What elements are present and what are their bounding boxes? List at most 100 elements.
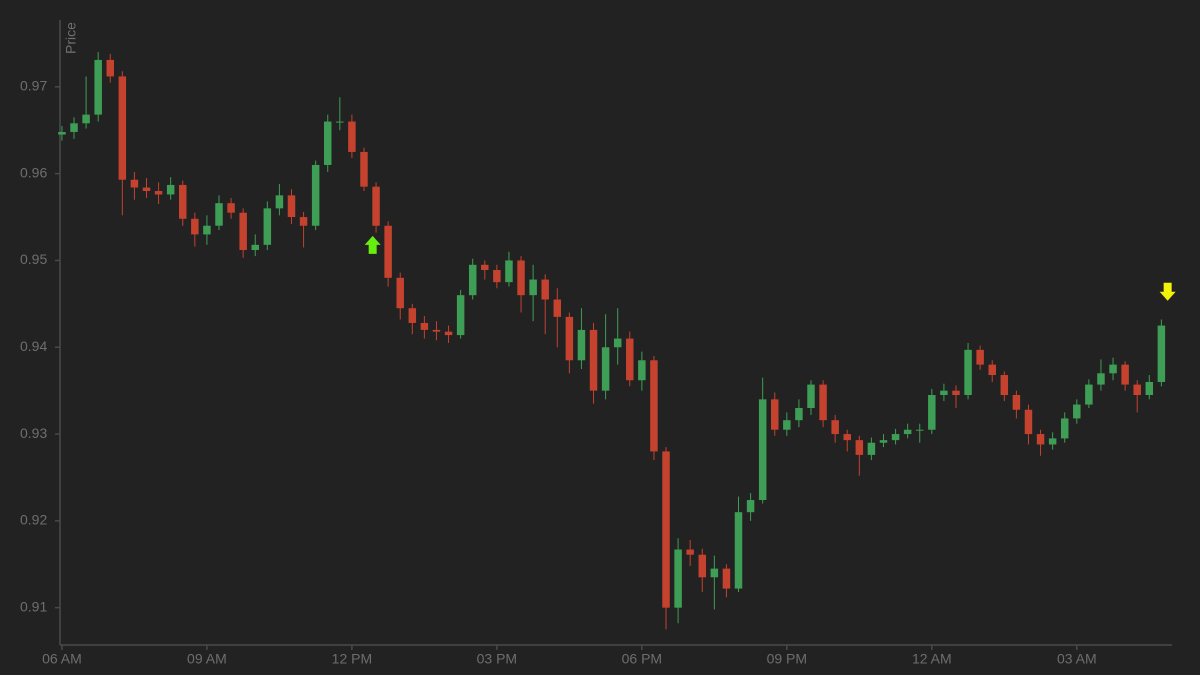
candle-body (58, 131, 66, 135)
candle-body (1097, 373, 1105, 385)
candle-body (589, 329, 598, 391)
candle-body (118, 76, 127, 180)
x-tick-label: 12 PM (332, 651, 372, 667)
candle-body (323, 121, 332, 165)
candle-body (263, 208, 272, 245)
candle-body (903, 429, 912, 435)
x-tick-label: 09 AM (187, 651, 227, 667)
candle-body (988, 364, 996, 376)
candle-body (758, 399, 767, 501)
candle-body (601, 347, 610, 391)
candle-body (130, 179, 139, 188)
candle-body (650, 360, 658, 452)
candle-body (940, 390, 948, 395)
candle-body (915, 429, 924, 431)
candle-body (154, 191, 163, 195)
candle-body (396, 277, 404, 309)
candle-body (1060, 418, 1069, 439)
candle-body (311, 164, 320, 226)
x-tick-label: 06 PM (622, 651, 662, 667)
candle-body (360, 151, 368, 187)
candle-body (481, 264, 489, 270)
signal-marker (1159, 282, 1176, 301)
y-tick-label: 0.92 (20, 512, 47, 528)
candle-body (70, 123, 78, 132)
candle-body (626, 338, 634, 381)
candle-body (1012, 395, 1021, 410)
candle-body (106, 59, 115, 77)
x-tick-label: 03 AM (1057, 651, 1097, 667)
candle-body (227, 203, 235, 213)
candle-body (891, 434, 900, 441)
candle-body (831, 420, 839, 435)
candle-body (1073, 404, 1081, 419)
candle-body (239, 212, 247, 251)
candle-body (384, 225, 392, 278)
candle-body (166, 184, 175, 195)
candle-body (565, 316, 574, 361)
y-tick-label: 0.97 (20, 78, 47, 94)
y-tick-label: 0.94 (20, 338, 47, 354)
y-tick-label: 0.95 (20, 251, 47, 267)
candle-body (638, 360, 646, 381)
candle-body (1048, 438, 1057, 445)
candle-body (553, 299, 562, 317)
candle-body (928, 395, 936, 430)
candle-body (529, 279, 537, 296)
signal-marker (364, 235, 381, 254)
candle-body (867, 442, 876, 455)
candle-body (819, 384, 827, 421)
y-tick-label: 0.93 (20, 425, 47, 441)
candle-body (444, 331, 453, 336)
candle-body (964, 349, 972, 395)
candle-body (142, 187, 151, 192)
candle-body (1121, 364, 1129, 385)
candle-body (577, 329, 586, 361)
candle-body (674, 549, 682, 608)
candle-body (251, 244, 259, 251)
y-tick-label: 0.91 (20, 598, 47, 614)
x-tick-label: 03 PM (477, 651, 517, 667)
candle-body (1145, 381, 1154, 395)
candle-body (372, 186, 380, 226)
candle-body (771, 399, 779, 430)
candle-body (336, 121, 344, 123)
candle-body (879, 440, 888, 443)
candle-body (191, 218, 199, 235)
candle-body (468, 264, 477, 296)
candle-body (1085, 384, 1093, 405)
candle-body (287, 195, 296, 218)
candle-body (746, 500, 755, 513)
candle-body (1157, 325, 1166, 382)
candle-body (1000, 375, 1009, 395)
candle-body (541, 279, 549, 300)
candle-body (420, 322, 429, 330)
candle-body (698, 554, 707, 578)
candle-body (783, 420, 791, 430)
x-tick-label: 06 AM (42, 651, 82, 667)
candle-body (855, 440, 864, 455)
x-tick-label: 12 AM (912, 651, 952, 667)
candle-body (348, 121, 356, 152)
candle-body (1133, 384, 1141, 395)
candle-body (94, 59, 102, 115)
candle-body (1109, 364, 1117, 374)
candle-body (1024, 409, 1033, 435)
y-axis-label: Price (63, 22, 79, 54)
candle-body (613, 338, 622, 348)
candle-body (686, 549, 694, 555)
candle-body (976, 349, 984, 365)
candle-body (215, 203, 223, 226)
candle-body (203, 225, 211, 235)
candle-body (299, 217, 308, 226)
candle-body (456, 295, 465, 336)
candle-body (795, 408, 803, 421)
candle-body (432, 329, 441, 332)
candle-body (843, 434, 851, 441)
candle-body (493, 270, 501, 283)
candle-body (179, 184, 187, 219)
candle-body (662, 451, 670, 608)
candle-body (275, 195, 284, 209)
